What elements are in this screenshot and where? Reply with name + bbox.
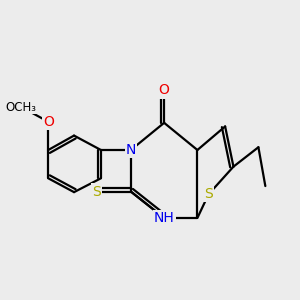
Text: OCH₃: OCH₃ [6, 100, 37, 113]
Text: O: O [159, 83, 170, 98]
Text: S: S [204, 188, 213, 201]
Text: S: S [92, 184, 100, 199]
Text: O: O [43, 115, 54, 129]
Text: N: N [126, 143, 136, 157]
Text: NH: NH [154, 211, 175, 225]
